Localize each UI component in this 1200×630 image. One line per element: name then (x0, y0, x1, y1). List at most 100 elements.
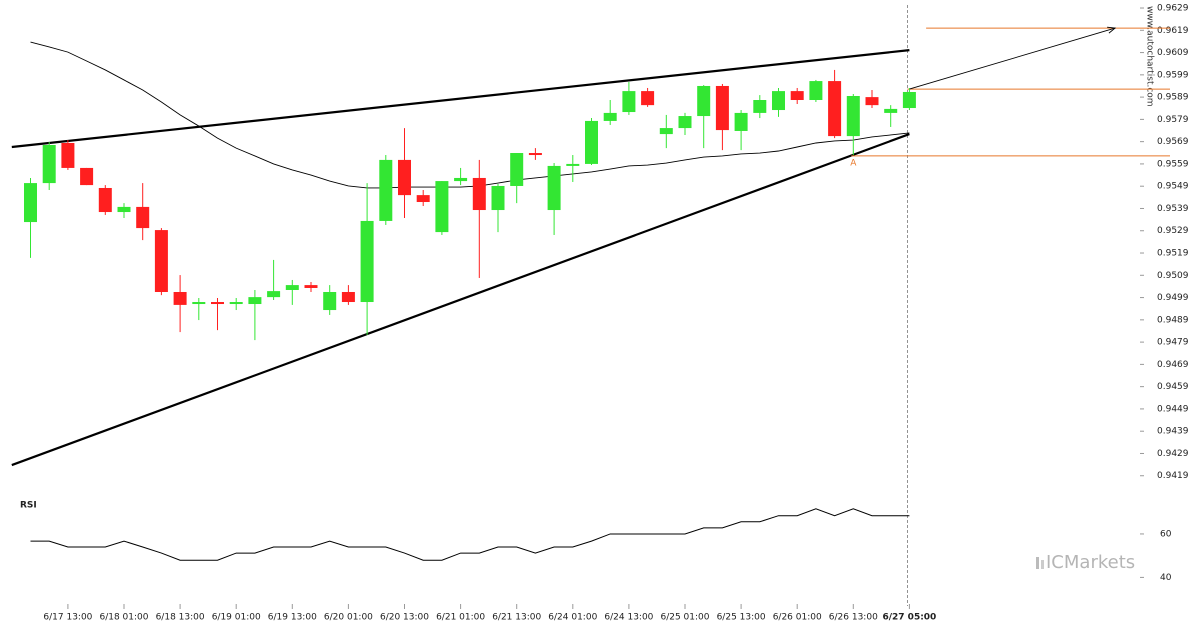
rsi-line (30, 508, 910, 561)
candle-body (809, 81, 823, 101)
y-tick-label: 0.9619 (1157, 26, 1189, 36)
x-tick-label: 6/21 13:00 (492, 613, 541, 623)
trendline (11, 49, 910, 149)
candle-body (98, 187, 112, 213)
candle-body (472, 177, 486, 211)
y-tick-label: 0.9529 (1157, 226, 1189, 236)
rsi-title: RSI (20, 501, 37, 511)
x-tick-label: 6/25 13:00 (717, 613, 766, 623)
candle-body (902, 91, 916, 109)
y-tick-label: 0.9429 (1157, 449, 1189, 459)
y-tick-label: 0.9579 (1157, 115, 1189, 125)
y-tick-label: 0.9629 (1157, 4, 1189, 14)
logo-bar (1041, 560, 1044, 569)
y-tick-label: 0.9599 (1157, 70, 1189, 80)
y-tick-label: 0.9459 (1157, 382, 1189, 392)
candle-body (398, 159, 411, 196)
candle-body (173, 291, 187, 305)
y-tick-label: 0.9439 (1157, 427, 1189, 437)
candle-body (323, 291, 337, 311)
x-tick-label: 6/25 01:00 (660, 613, 709, 623)
y-tick-label: 0.9479 (1157, 338, 1189, 348)
candle-body (117, 206, 131, 213)
candle-body (528, 153, 542, 156)
y-tick-label: 0.9519 (1157, 249, 1189, 259)
x-tick-label: 6/24 01:00 (548, 613, 597, 623)
y-tick-label: 60 (1160, 529, 1172, 539)
y-tick-label: 0.9539 (1157, 204, 1189, 214)
candle-body (211, 302, 224, 305)
y-tick-label: 0.9419 (1157, 471, 1189, 481)
x-tick-label: 6/19 01:00 (212, 613, 261, 623)
y-tick-label: 0.9469 (1157, 360, 1189, 370)
candle-body (248, 297, 262, 305)
arrow-head (1107, 26, 1117, 34)
y-tick-label: 0.9589 (1157, 93, 1189, 103)
candle-body (753, 100, 767, 113)
x-tick-label: 6/17 13:00 (43, 613, 92, 623)
candle-body (416, 195, 430, 203)
y-tick-label: 0.9559 (1157, 159, 1189, 169)
candle-body (360, 220, 374, 303)
x-tick-label: 6/20 13:00 (380, 613, 429, 623)
candle-body (659, 128, 673, 135)
moving-average (30, 41, 910, 189)
candle-body (585, 120, 598, 164)
candle-body (772, 91, 785, 111)
y-tick-label: 0.9489 (1157, 315, 1189, 325)
x-tick-label: 6/21 01:00 (436, 613, 485, 623)
candle-body (566, 163, 580, 166)
candle-body (790, 91, 804, 101)
x-tick-label: 6/18 13:00 (156, 613, 205, 623)
candle-body (136, 206, 150, 229)
logo-bar (1036, 557, 1039, 569)
candle-body (547, 165, 561, 211)
candle-body (267, 291, 281, 298)
candle-body (846, 95, 860, 137)
candle-body (510, 153, 524, 186)
candle-body (491, 185, 505, 211)
candle-body (61, 142, 75, 168)
x-tick-label: 6/27 05:00 (882, 613, 936, 623)
x-tick-label: 6/20 01:00 (324, 613, 373, 623)
y-tick-label: 0.9609 (1157, 48, 1189, 58)
y-tick-label: 0.9449 (1157, 404, 1189, 414)
candle-body (80, 167, 94, 186)
candle-body (697, 85, 711, 117)
candle-body (828, 81, 842, 137)
x-tick-label: 6/24 13:00 (604, 613, 653, 623)
y-tick-label: 40 (1160, 573, 1172, 583)
x-tick-label: 6/26 01:00 (773, 613, 822, 623)
candle-body (24, 183, 37, 223)
candle-body (622, 91, 636, 113)
candle-body (192, 302, 206, 305)
x-tick-label: 6/19 13:00 (268, 613, 317, 623)
candle-body (154, 230, 168, 292)
candle-body (304, 285, 318, 288)
candle-body (641, 91, 655, 106)
candle-body (734, 112, 748, 131)
y-tick-label: 0.9509 (1157, 271, 1189, 281)
y-tick-label: 0.9549 (1157, 182, 1189, 192)
projection-arrow (909, 27, 1116, 90)
candle-body (884, 108, 898, 113)
candle-body (865, 97, 879, 106)
brand: ICMarkets (1046, 552, 1135, 573)
pattern-label: A (850, 158, 857, 168)
candle-body (285, 285, 299, 290)
candle-body (341, 291, 355, 303)
candle-body (715, 85, 729, 131)
x-tick-label: 6/18 01:00 (99, 613, 148, 623)
y-tick-label: 0.9569 (1157, 137, 1189, 147)
candle-body (603, 112, 617, 121)
trendline (11, 133, 910, 467)
candle-body (454, 177, 468, 182)
y-tick-label: 0.9499 (1157, 293, 1189, 303)
watermark: www.autochartist.com (1145, 6, 1155, 107)
candle-body (42, 144, 56, 184)
candle-body (379, 159, 393, 221)
brand-logo: ICMarkets (1036, 552, 1135, 573)
candle-body (678, 116, 692, 129)
